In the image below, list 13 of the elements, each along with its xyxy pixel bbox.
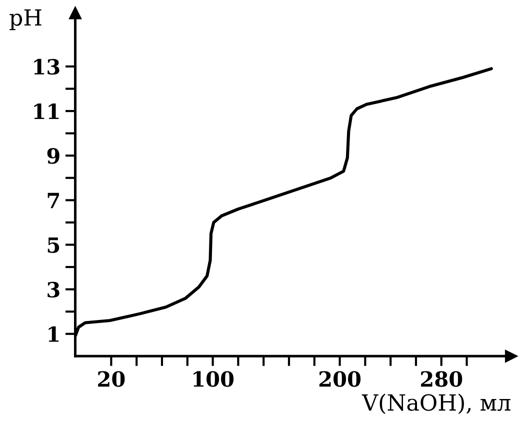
y-tick-label: 11: [34, 103, 59, 119]
x-tick-label: 20: [98, 371, 125, 387]
y-tick-label: 3: [48, 282, 60, 298]
y-tick-label: 13: [34, 58, 60, 75]
x-tick-label: 280: [421, 371, 462, 387]
y-tick-label: 7: [48, 192, 59, 208]
y-tick-label: 9: [47, 148, 60, 164]
y-axis-title: pH: [10, 9, 42, 30]
x-tick-label: 100: [194, 371, 234, 387]
x-axis-title: V(NaOH), мл: [362, 394, 510, 414]
y-tick-label: 1: [48, 326, 59, 342]
y-tick-label: 5: [48, 237, 60, 253]
x-tick-label: 200: [319, 371, 361, 387]
